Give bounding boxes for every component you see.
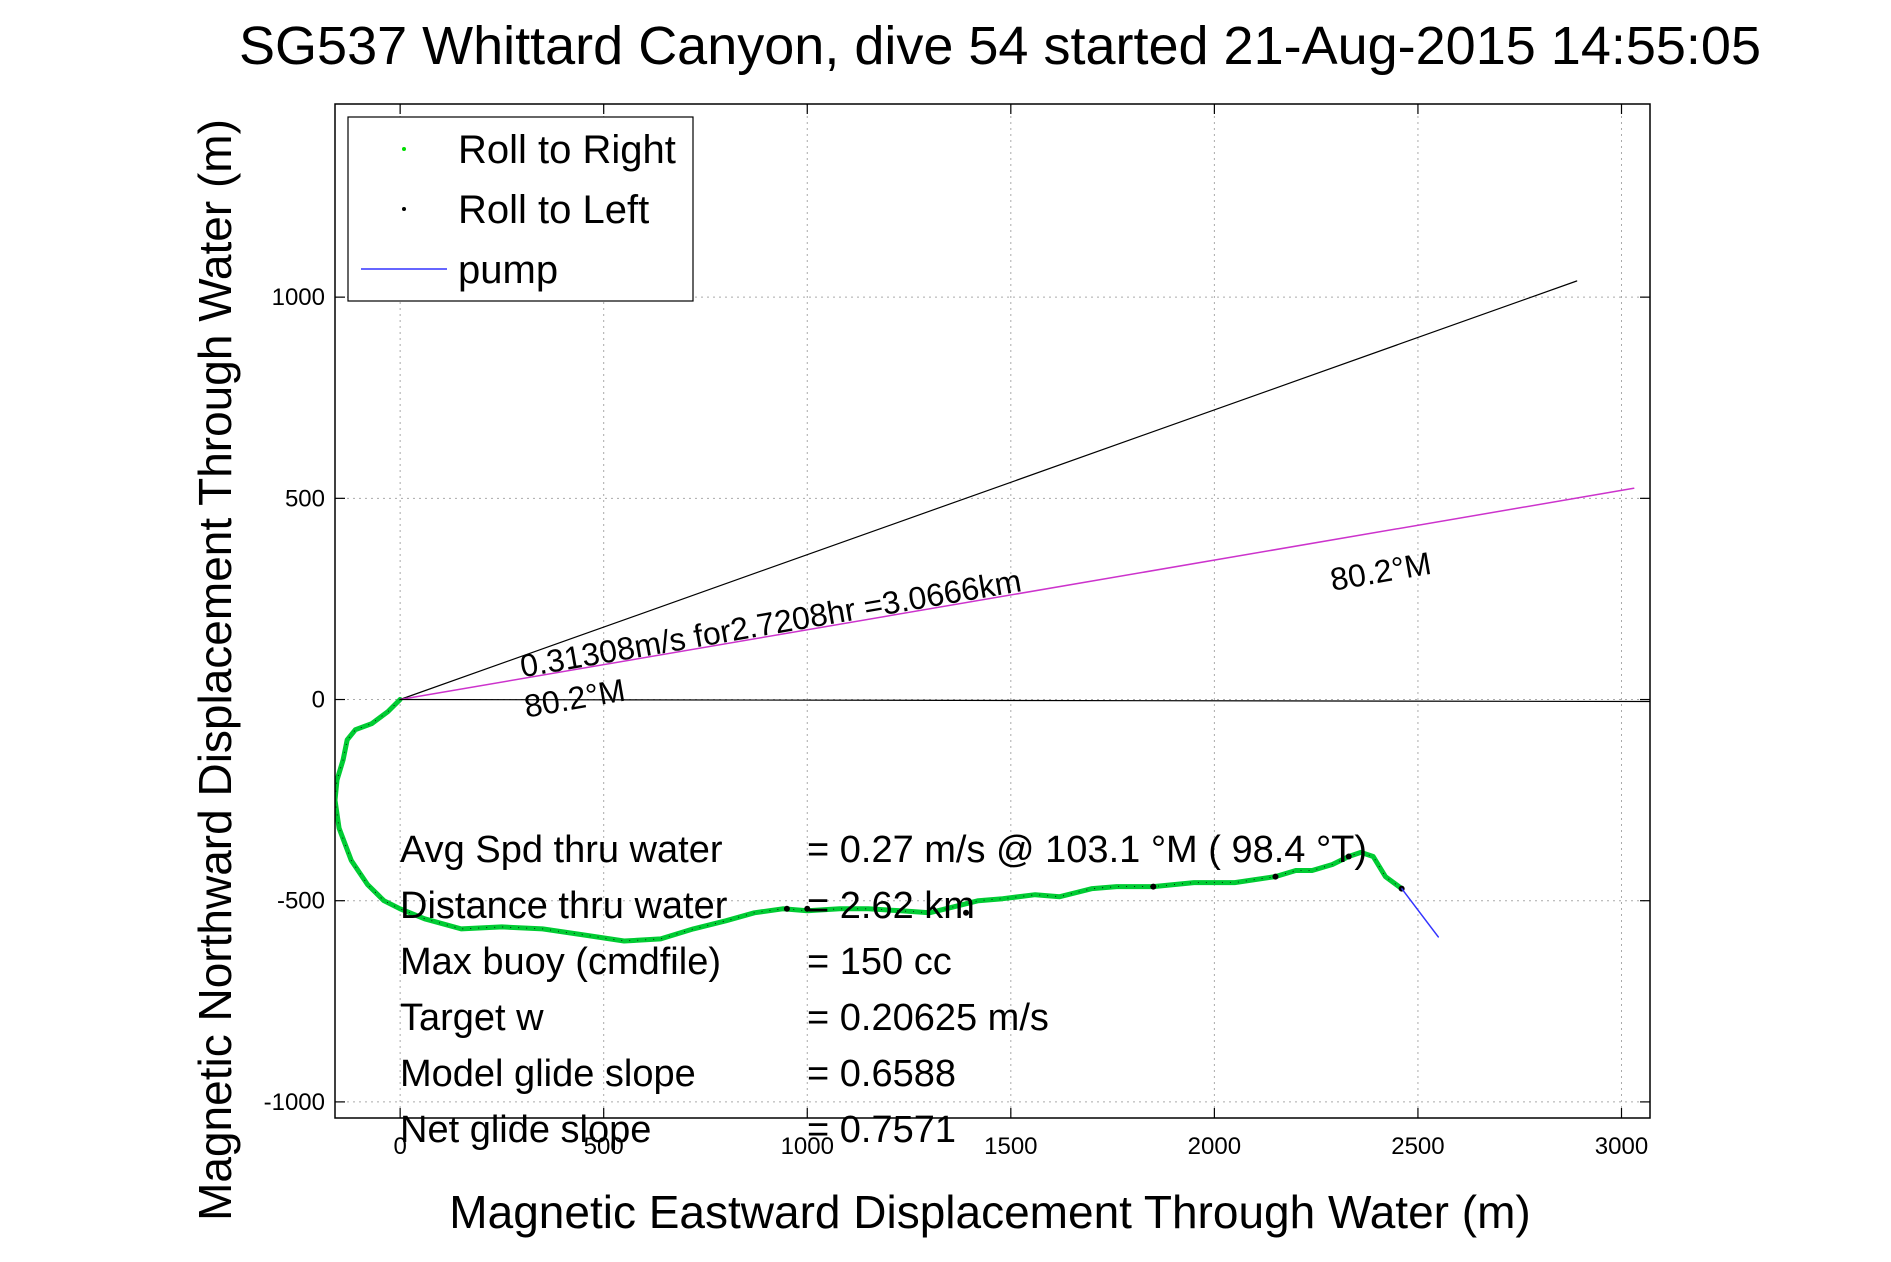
- plot-frame: [334, 103, 1651, 1119]
- x-axis-label: Magnetic Eastward Displacement Through W…: [449, 1186, 1530, 1238]
- y-axis-label: Magnetic Northward Displacement Through …: [189, 119, 241, 1221]
- chart-title: SG537 Whittard Canyon, dive 54 started 2…: [239, 16, 1761, 76]
- stat-value: = 2.62 km: [807, 885, 975, 927]
- y-tick-label: 0: [312, 687, 325, 714]
- legend: Roll to Right Roll to Left pump: [347, 116, 694, 302]
- heading-line-black: [399, 280, 1578, 701]
- axis-ticks: 0 500 1000 1500 2000 2500 3000 -1000 -500 0 500 100…: [264, 104, 1650, 1160]
- zero-heading-line: [399, 698, 1650, 703]
- x-tick-label: 1000: [781, 1133, 834, 1160]
- y-tick-label: -1000: [264, 1089, 325, 1116]
- legend-label: Roll to Right: [458, 128, 676, 172]
- x-tick-label: 2000: [1188, 1133, 1241, 1160]
- stat-label: Target w: [400, 997, 544, 1039]
- y-tick-label: 1000: [272, 284, 325, 311]
- stat-value: = 0.27 m/s @ 103.1 °M ( 98.4 °T): [807, 829, 1367, 871]
- x-tick-label: 500: [584, 1133, 624, 1160]
- heading-line-magenta: [399, 487, 1635, 701]
- stat-value: = 0.7571: [807, 1109, 956, 1151]
- legend-label: pump: [458, 248, 558, 292]
- legend-label: Roll to Left: [458, 188, 649, 232]
- stat-value: = 0.20625 m/s: [807, 997, 1049, 1039]
- roll-left-point: [1150, 883, 1157, 890]
- plot-data: [335, 280, 1650, 944]
- track-line-roll-right: [335, 697, 1405, 944]
- x-tick-label: 3000: [1595, 1133, 1648, 1160]
- stat-label: Avg Spd thru water: [400, 829, 723, 871]
- legend-marker-dot: [402, 207, 406, 211]
- stat-label: Net glide slope: [400, 1109, 651, 1151]
- y-tick-label: -500: [277, 888, 325, 915]
- stat-value: = 0.6588: [807, 1053, 956, 1095]
- x-tick-label: 2500: [1391, 1133, 1444, 1160]
- stat-label: Distance thru water: [400, 885, 728, 927]
- x-tick-label: 0: [393, 1133, 406, 1160]
- roll-left-point: [1345, 853, 1352, 860]
- pump-line: [1400, 887, 1440, 938]
- x-tick-label: 1500: [984, 1133, 1037, 1160]
- stat-label: Model glide slope: [400, 1053, 696, 1095]
- stats-block: Avg Spd thru water = 0.27 m/s @ 103.1 °M …: [400, 829, 1367, 1151]
- roll-left-point: [783, 905, 790, 912]
- y-tick-label: 500: [285, 485, 325, 512]
- roll-left-point: [804, 905, 811, 912]
- stat-label: Max buoy (cmdfile): [400, 941, 721, 983]
- stat-value: = 150 cc: [807, 941, 952, 983]
- roll-left-point: [1272, 873, 1279, 880]
- legend-marker-dot: [402, 147, 406, 151]
- roll-left-point: [963, 909, 970, 916]
